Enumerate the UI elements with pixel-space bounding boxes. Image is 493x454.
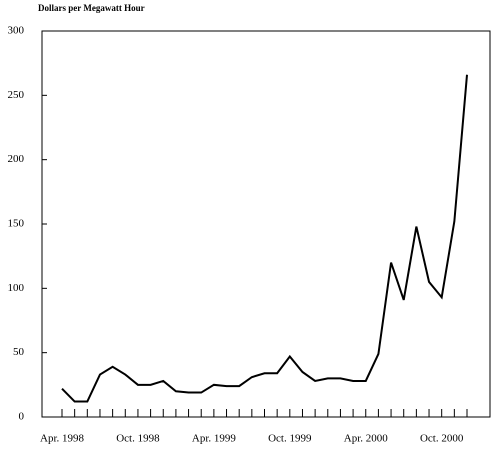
y-tick-label: 50 bbox=[13, 346, 25, 358]
x-tick-label: Oct. 1998 bbox=[116, 433, 160, 445]
x-tick-label: Apr. 1998 bbox=[40, 433, 85, 445]
y-tick-label: 300 bbox=[8, 25, 25, 37]
y-axis-title: Dollars per Megawatt Hour bbox=[38, 3, 145, 13]
x-tick-label: Oct. 2000 bbox=[420, 433, 464, 445]
x-tick-label: Oct. 1999 bbox=[268, 433, 312, 445]
plot-frame bbox=[41, 30, 491, 418]
y-tick-label: 200 bbox=[8, 153, 25, 165]
x-tick-label: Apr. 1999 bbox=[192, 433, 237, 445]
y-tick-label: 100 bbox=[8, 282, 25, 294]
y-tick-label: 250 bbox=[8, 89, 25, 101]
line bbox=[61, 74, 468, 403]
y-tick-label: 0 bbox=[19, 411, 25, 423]
x-tick-label: Apr. 2000 bbox=[344, 433, 389, 445]
y-tick-label: 150 bbox=[8, 218, 25, 230]
